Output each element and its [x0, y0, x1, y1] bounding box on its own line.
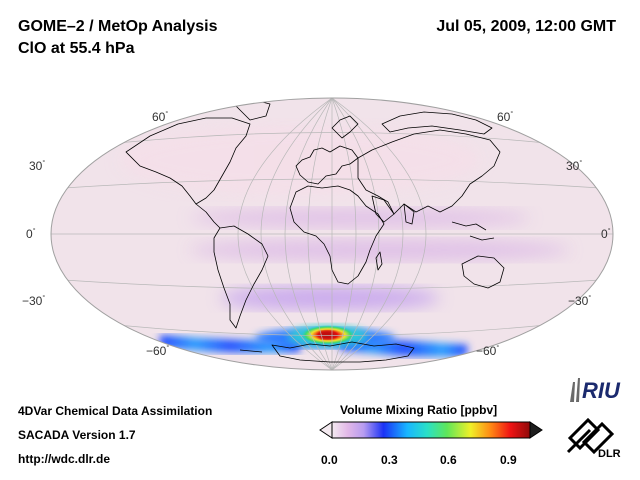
- lat-label-30s-right: −30°: [568, 294, 592, 308]
- colorbar-tick-3: 0.9: [500, 453, 517, 467]
- northern-haze: [120, 125, 480, 195]
- dlr-logo-text: DLR: [598, 448, 621, 460]
- lat-label-0-left: 0°: [26, 227, 36, 241]
- globe-outline: [50, 97, 614, 371]
- lat-label-0-right: 0°: [601, 227, 611, 241]
- colorbar-tick-0: 0.0: [321, 453, 338, 467]
- dlr-logo: [566, 417, 615, 455]
- colorbar-tick-1: 0.3: [381, 453, 398, 467]
- riu-logo-text: RIU: [582, 378, 621, 403]
- lat-label-30n-right: 30°: [566, 159, 583, 173]
- vortex-peak: [318, 331, 336, 339]
- colorbar-high-arrow: [529, 421, 543, 439]
- colorbar-low-arrow: [319, 421, 333, 439]
- lat-label-60n-left: 60°: [152, 110, 169, 124]
- title-line-2: ClO at 55.4 hPa: [18, 40, 135, 57]
- clo-field: [51, 98, 613, 370]
- dlr-logo-mark: [566, 417, 615, 455]
- colorbar-gradient: [331, 421, 531, 439]
- riu-logo-mark: [570, 378, 580, 402]
- footer-link[interactable]: http://wdc.dlr.de: [18, 452, 110, 466]
- lat-label-60s-right: −60°: [476, 344, 500, 358]
- coastlines: [125, 99, 505, 363]
- map-datetime: Jul 05, 2009, 12:00 GMT: [436, 18, 616, 35]
- lat-label-60n-right: 60°: [497, 110, 514, 124]
- vortex-band-west: [160, 335, 300, 353]
- riu-logo: RIU: [570, 378, 621, 403]
- lat-label-30n-left: 30°: [29, 159, 46, 173]
- footer-line-1: 4DVar Chemical Data Assimilation: [18, 404, 213, 418]
- equatorial-band: [190, 239, 570, 261]
- title-line-1: GOME–2 / MetOp Analysis: [18, 18, 218, 35]
- map-title: GOME–2 / MetOp Analysis ClO at 55.4 hPa: [18, 16, 217, 60]
- colorbar-title: Volume Mixing Ratio [ppbv]: [340, 403, 498, 417]
- colorbar: [319, 421, 543, 439]
- colorbar-tick-2: 0.6: [440, 453, 457, 467]
- footer-line-2: SACADA Version 1.7: [18, 428, 136, 442]
- graticule: [51, 98, 613, 370]
- southern-midlat-band: [220, 286, 440, 310]
- lat-label-60s-left: −60°: [146, 344, 170, 358]
- lat-label-30s-left: −30°: [22, 294, 46, 308]
- tropical-band: [190, 208, 530, 228]
